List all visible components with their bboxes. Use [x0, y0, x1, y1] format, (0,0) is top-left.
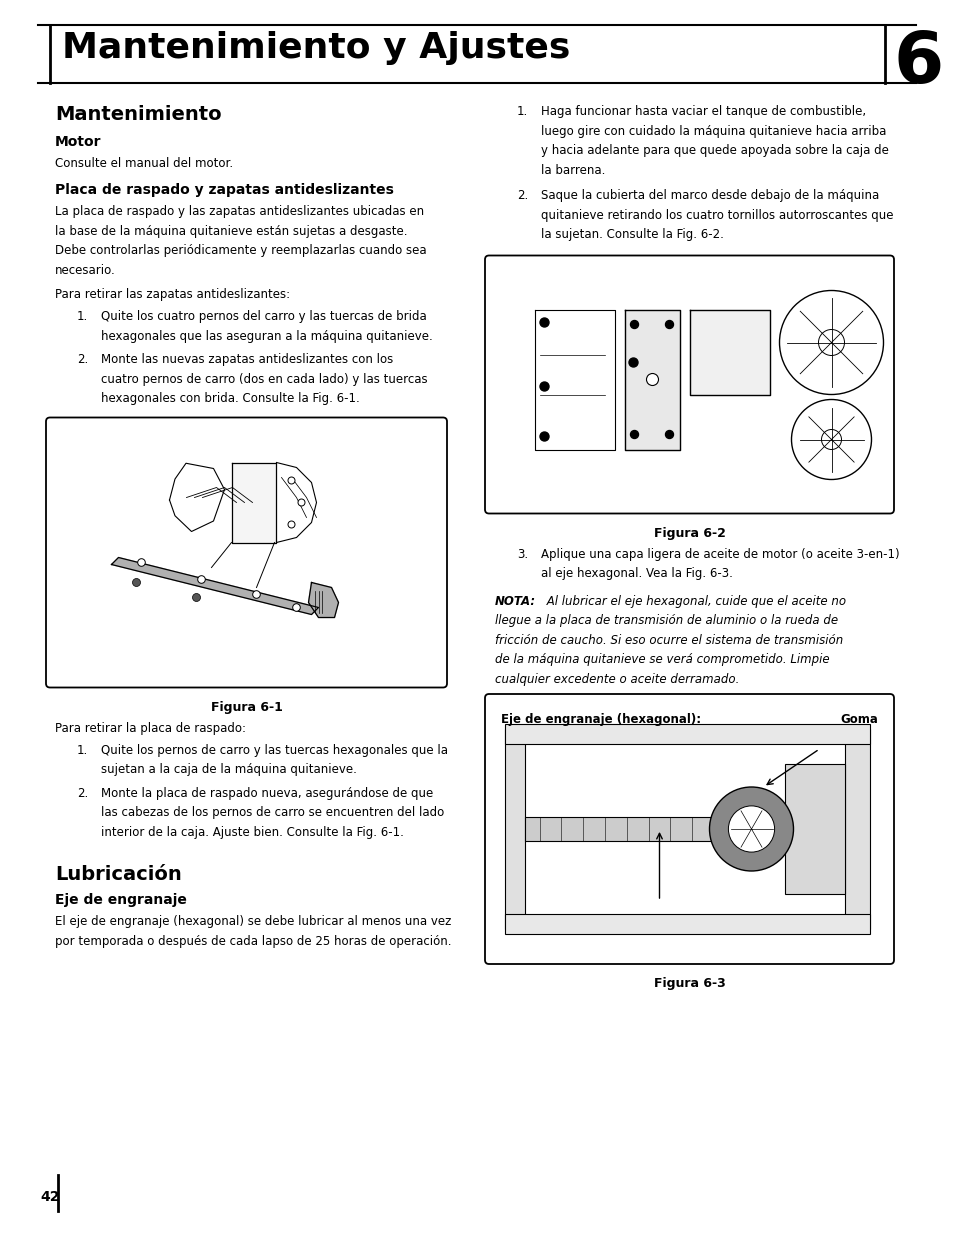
FancyBboxPatch shape — [484, 694, 893, 965]
Circle shape — [539, 382, 548, 391]
Text: por temporada o después de cada lapso de 25 horas de operación.: por temporada o después de cada lapso de… — [55, 935, 451, 947]
Text: interior de la caja. Ajuste bien. Consulte la Fig. 6-1.: interior de la caja. Ajuste bien. Consul… — [101, 825, 403, 839]
Polygon shape — [624, 310, 679, 450]
Circle shape — [646, 373, 658, 385]
Text: cuatro pernos de carro (dos en cada lado) y las tuercas: cuatro pernos de carro (dos en cada lado… — [101, 373, 427, 385]
Text: 2.: 2. — [517, 189, 528, 203]
Text: Monte la placa de raspado nueva, asegurándose de que: Monte la placa de raspado nueva, asegurá… — [101, 787, 433, 799]
Text: Monte las nuevas zapatas antideslizantes con los: Monte las nuevas zapatas antideslizantes… — [101, 353, 393, 366]
Text: Consulte el manual del motor.: Consulte el manual del motor. — [55, 157, 233, 170]
Circle shape — [665, 321, 673, 329]
Text: Aplique una capa ligera de aceite de motor (o aceite 3-en-1): Aplique una capa ligera de aceite de mot… — [540, 547, 899, 561]
Text: 3.: 3. — [517, 547, 528, 561]
Text: la barrena.: la barrena. — [540, 163, 605, 177]
Text: Mantenimiento y Ajustes: Mantenimiento y Ajustes — [62, 31, 570, 65]
Text: Mantenimiento: Mantenimiento — [55, 105, 221, 124]
Polygon shape — [232, 462, 276, 542]
Polygon shape — [689, 310, 769, 394]
Circle shape — [288, 477, 294, 484]
Polygon shape — [308, 583, 338, 618]
Text: El eje de engranaje (hexagonal) se debe lubricar al menos una vez: El eje de engranaje (hexagonal) se debe … — [55, 915, 451, 927]
Polygon shape — [504, 724, 868, 743]
Text: de la máquina quitanieve se verá comprometido. Limpie: de la máquina quitanieve se verá comprom… — [495, 653, 829, 666]
Text: Placa de raspado y zapatas antideslizantes: Placa de raspado y zapatas antideslizant… — [55, 183, 394, 198]
Text: Debe controlarlas periódicamente y reemplazarlas cuando sea: Debe controlarlas periódicamente y reemp… — [55, 245, 426, 257]
Text: 1.: 1. — [517, 105, 528, 119]
Text: Figura 6-2: Figura 6-2 — [653, 526, 724, 540]
Circle shape — [709, 787, 793, 871]
Polygon shape — [504, 914, 868, 934]
Polygon shape — [112, 557, 318, 615]
Circle shape — [197, 576, 205, 583]
Text: quitanieve retirando los cuatro tornillos autorroscantes que: quitanieve retirando los cuatro tornillo… — [540, 209, 893, 221]
Text: 2.: 2. — [77, 353, 89, 366]
Circle shape — [193, 594, 200, 601]
Circle shape — [253, 590, 260, 598]
Circle shape — [132, 578, 140, 587]
Text: 42: 42 — [40, 1191, 59, 1204]
Circle shape — [779, 290, 882, 394]
Text: Figura 6-1: Figura 6-1 — [211, 700, 282, 714]
Text: al eje hexagonal. Vea la Fig. 6-3.: al eje hexagonal. Vea la Fig. 6-3. — [540, 567, 732, 580]
Text: NOTA:: NOTA: — [495, 594, 536, 608]
FancyBboxPatch shape — [484, 256, 893, 514]
Text: luego gire con cuidado la máquina quitanieve hacia arriba: luego gire con cuidado la máquina quitan… — [540, 125, 885, 137]
Polygon shape — [843, 729, 868, 929]
Circle shape — [665, 431, 673, 438]
Polygon shape — [524, 818, 799, 841]
Text: 1.: 1. — [77, 743, 89, 757]
Circle shape — [628, 358, 638, 367]
Circle shape — [630, 321, 638, 329]
Circle shape — [539, 432, 548, 441]
Text: la sujetan. Consulte la Fig. 6-2.: la sujetan. Consulte la Fig. 6-2. — [540, 228, 723, 241]
Circle shape — [821, 430, 841, 450]
Text: necesario.: necesario. — [55, 263, 115, 277]
Circle shape — [288, 521, 294, 529]
FancyBboxPatch shape — [46, 417, 447, 688]
Text: y hacia adelante para que quede apoyada sobre la caja de: y hacia adelante para que quede apoyada … — [540, 144, 888, 157]
Text: hexagonales que las aseguran a la máquina quitanieve.: hexagonales que las aseguran a la máquin… — [101, 330, 433, 342]
Circle shape — [137, 558, 145, 567]
Text: Eje de engranaje: Eje de engranaje — [55, 893, 187, 906]
Circle shape — [539, 317, 548, 327]
Text: Figura 6-3: Figura 6-3 — [653, 977, 724, 990]
Circle shape — [791, 399, 871, 479]
Text: Goma: Goma — [840, 713, 877, 726]
Circle shape — [728, 806, 774, 852]
Circle shape — [293, 604, 300, 611]
Circle shape — [630, 431, 638, 438]
Text: Al lubricar el eje hexagonal, cuide que el aceite no: Al lubricar el eje hexagonal, cuide que … — [542, 594, 845, 608]
Circle shape — [297, 499, 305, 506]
Text: hexagonales con brida. Consulte la Fig. 6-1.: hexagonales con brida. Consulte la Fig. … — [101, 391, 359, 405]
Text: las cabezas de los pernos de carro se encuentren del lado: las cabezas de los pernos de carro se en… — [101, 806, 444, 819]
Text: Haga funcionar hasta vaciar el tanque de combustible,: Haga funcionar hasta vaciar el tanque de… — [540, 105, 865, 119]
Text: Eje de engranaje (hexagonal):: Eje de engranaje (hexagonal): — [500, 713, 700, 726]
Text: 6: 6 — [892, 28, 943, 98]
Text: Para retirar la placa de raspado:: Para retirar la placa de raspado: — [55, 721, 246, 735]
Text: sujetan a la caja de la máquina quitanieve.: sujetan a la caja de la máquina quitanie… — [101, 763, 356, 776]
Text: llegue a la placa de transmisión de aluminio o la rueda de: llegue a la placa de transmisión de alum… — [495, 614, 838, 627]
Text: fricción de caucho. Si eso ocurre el sistema de transmisión: fricción de caucho. Si eso ocurre el sis… — [495, 634, 842, 646]
Text: Saque la cubierta del marco desde debajo de la máquina: Saque la cubierta del marco desde debajo… — [540, 189, 879, 203]
Text: Para retirar las zapatas antideslizantes:: Para retirar las zapatas antideslizantes… — [55, 288, 290, 301]
Text: Quite los pernos de carro y las tuercas hexagonales que la: Quite los pernos de carro y las tuercas … — [101, 743, 448, 757]
Text: La placa de raspado y las zapatas antideslizantes ubicadas en: La placa de raspado y las zapatas antide… — [55, 205, 424, 219]
Text: Quite los cuatro pernos del carro y las tuercas de brida: Quite los cuatro pernos del carro y las … — [101, 310, 426, 324]
Text: Lubricación: Lubricación — [55, 864, 182, 884]
Text: 2.: 2. — [77, 787, 89, 799]
Text: la base de la máquina quitanieve están sujetas a desgaste.: la base de la máquina quitanieve están s… — [55, 225, 407, 237]
Text: cualquier excedente o aceite derramado.: cualquier excedente o aceite derramado. — [495, 673, 739, 685]
Text: Motor: Motor — [55, 135, 101, 149]
Circle shape — [818, 330, 843, 356]
Polygon shape — [783, 764, 843, 894]
Polygon shape — [504, 729, 524, 929]
Text: 1.: 1. — [77, 310, 89, 324]
